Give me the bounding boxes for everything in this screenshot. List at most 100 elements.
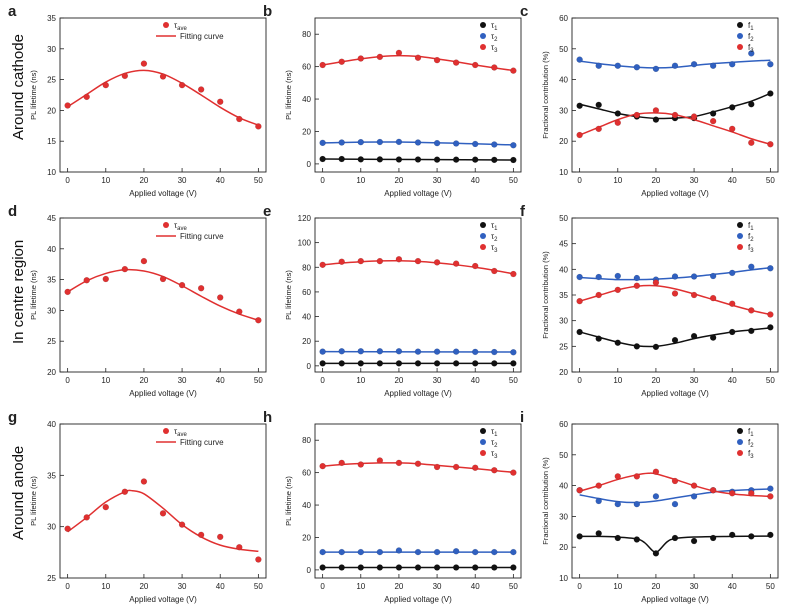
legend-label: Fitting curve <box>180 232 224 241</box>
legend-entry: f1 <box>737 221 754 232</box>
data-point <box>595 335 602 342</box>
data-point <box>576 297 583 305</box>
x-tick-label: 30 <box>178 176 187 185</box>
y-tick-label: 20 <box>47 368 56 377</box>
data-point <box>159 73 167 80</box>
data-point <box>472 61 479 69</box>
x-tick-label: 50 <box>509 176 518 185</box>
y-tick-label: 30 <box>47 45 56 54</box>
y-tick-label: 60 <box>302 63 311 72</box>
x-tick-label: 50 <box>766 582 775 591</box>
data-point <box>357 138 364 146</box>
data-point <box>510 564 517 571</box>
data-point <box>690 291 698 299</box>
data-point <box>178 521 186 528</box>
y-tick-label: 60 <box>559 14 568 23</box>
x-axis-label: Applied voltage (V) <box>129 389 197 398</box>
data-point <box>729 328 736 336</box>
x-tick-label: 30 <box>178 376 187 385</box>
data-point <box>614 339 621 346</box>
data-point <box>729 269 736 277</box>
data-point <box>217 98 224 105</box>
x-tick-label: 10 <box>356 176 365 185</box>
data-point <box>102 275 109 283</box>
data-point <box>414 548 422 556</box>
legend-label: Fitting curve <box>180 438 224 447</box>
y-axis-label: PL lifetime (ns) <box>29 270 38 320</box>
y-tick-label: 0 <box>307 566 312 575</box>
data-point <box>433 564 441 571</box>
legend-entry: f3 <box>737 243 754 254</box>
legend-entry: τ3 <box>480 243 498 254</box>
data-point <box>433 259 441 266</box>
legend-entry: τave <box>163 427 188 438</box>
y-tick-label: 30 <box>47 523 56 532</box>
legend-entry: f3 <box>737 449 754 460</box>
y-tick-label: 35 <box>47 14 56 23</box>
legend-label: f2 <box>748 438 754 449</box>
x-tick-label: 40 <box>471 582 480 591</box>
x-tick-label: 40 <box>728 582 737 591</box>
data-point <box>595 530 602 537</box>
y-tick-label: 25 <box>559 342 568 351</box>
panel-a: a 0 10 20 30 40 50 10 15 20 25 30 35 Applied voltage … <box>8 3 267 198</box>
data-point <box>197 86 205 93</box>
x-tick-label: 50 <box>254 582 263 591</box>
y-tick-label: 80 <box>302 436 311 445</box>
data-point <box>491 267 498 275</box>
data-point <box>376 457 384 464</box>
x-tick-label: 20 <box>651 376 660 385</box>
data-point <box>729 104 736 111</box>
data-point <box>83 277 90 284</box>
legend-entry: f2 <box>737 32 754 43</box>
data-point <box>614 119 621 126</box>
legend-marker <box>737 44 743 50</box>
x-tick-label: 40 <box>471 376 480 385</box>
data-point <box>510 349 517 356</box>
data-point <box>140 478 148 485</box>
x-tick-label: 50 <box>509 376 518 385</box>
y-tick-label: 40 <box>559 76 568 85</box>
legend-marker <box>480 244 486 250</box>
data-point <box>767 485 774 492</box>
data-point <box>338 459 345 467</box>
data-point <box>767 493 774 500</box>
x-tick-label: 0 <box>577 582 582 591</box>
data-point <box>178 81 186 89</box>
x-tick-label: 10 <box>356 582 365 591</box>
panel-d: d 0 10 20 30 40 50 20 25 30 35 40 45 Applied voltage … <box>8 203 267 398</box>
data-point <box>472 548 479 556</box>
y-tick-label: 10 <box>559 168 568 177</box>
fit-curve <box>67 489 259 553</box>
legend-entry: τ1 <box>480 21 498 32</box>
data-point <box>614 272 621 280</box>
data-point <box>197 285 205 292</box>
y-tick-label: 25 <box>47 76 56 85</box>
legend-entry: τ1 <box>480 221 498 232</box>
y-tick-label: 80 <box>302 30 311 39</box>
y-axis-label: PL lifetime (ns) <box>284 70 293 120</box>
y-tick-label: 40 <box>302 95 311 104</box>
plot-frame <box>314 423 522 579</box>
y-tick-label: 45 <box>47 214 56 223</box>
data-point <box>595 62 602 69</box>
y-tick-label: 40 <box>47 420 56 429</box>
data-point <box>83 93 90 101</box>
panel-i: i 0 10 20 30 40 50 10 20 30 40 50 60 Applied voltage … <box>520 409 779 604</box>
panel-letter: c <box>520 3 528 20</box>
data-point <box>452 360 460 367</box>
data-point <box>255 556 262 563</box>
y-tick-label: 30 <box>559 106 568 115</box>
data-point <box>767 90 774 97</box>
y-tick-label: 120 <box>298 214 312 223</box>
legend-entry: f1 <box>737 21 754 32</box>
y-axis-label: Fractional contribution (%) <box>541 457 550 545</box>
data-point <box>748 327 755 335</box>
data-point <box>690 113 698 120</box>
legend-entry: τave <box>163 221 188 232</box>
data-point <box>491 141 498 148</box>
data-point <box>709 62 717 69</box>
data-point <box>491 564 498 571</box>
legend-marker <box>480 450 486 456</box>
x-tick-label: 40 <box>216 376 225 385</box>
